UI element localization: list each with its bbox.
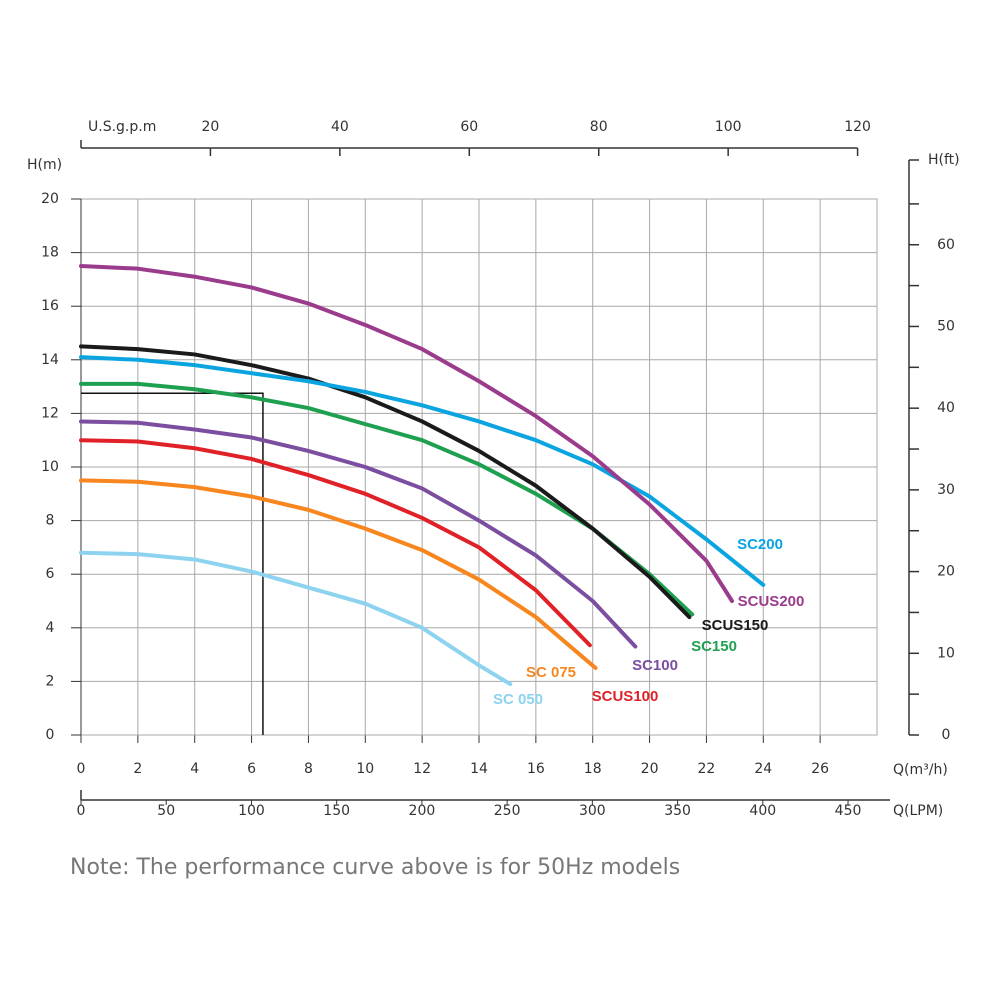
y2-tick-label: 30: [937, 482, 955, 498]
y-tick-label: 16: [41, 298, 59, 314]
x-tick-label: 12: [413, 761, 431, 777]
curve: [79, 550, 513, 687]
bottom-tick-label: 50: [157, 803, 175, 819]
top-axis-label: U.S.g.p.m: [88, 119, 156, 135]
y-tick-label: 2: [46, 673, 55, 689]
y-tick-label: 14: [41, 352, 59, 368]
x-tick-label: 16: [527, 761, 545, 777]
series-label: SCUS150: [702, 617, 769, 634]
bottom-tick-label: 450: [835, 803, 862, 819]
bottom-tick-label: 400: [749, 803, 776, 819]
y-tick-label: 8: [46, 513, 55, 529]
y2-tick-label: 60: [937, 237, 955, 253]
y-tick-label: 0: [46, 727, 55, 743]
x-tick-label: 24: [754, 761, 772, 777]
curve: [79, 355, 766, 587]
x-tick-label: 0: [77, 761, 86, 777]
x-axis-label: Q(m³/h): [893, 762, 948, 778]
curve: [79, 344, 692, 620]
bottom-tick-label: 350: [664, 803, 691, 819]
series-label: SCUS100: [592, 688, 659, 705]
bottom-tick-label: 100: [238, 803, 265, 819]
series-label: SC150: [691, 638, 737, 655]
x-tick-label: 26: [811, 761, 829, 777]
y-tick-label: 20: [41, 191, 59, 207]
x-tick-label: 18: [584, 761, 602, 777]
x-tick-label: 14: [470, 761, 488, 777]
y-tick-label: 6: [46, 566, 55, 582]
x-tick-label: 4: [190, 761, 199, 777]
series-label: SC100: [632, 657, 678, 674]
top-tick-label: 20: [202, 119, 220, 135]
top-tick-label: 60: [460, 119, 478, 135]
top-tick-label: 120: [844, 119, 871, 135]
bottom-tick-label: 250: [494, 803, 521, 819]
y-tick-label: 12: [41, 405, 59, 421]
y2-tick-label: 0: [942, 727, 951, 743]
y2-axis-label: H(ft): [928, 152, 960, 168]
x-tick-label: 6: [247, 761, 256, 777]
y-tick-label: 10: [41, 459, 59, 475]
y2-tick-label: 20: [937, 564, 955, 580]
y-tick-label: 18: [41, 245, 59, 261]
series-label: SC 075: [526, 664, 576, 681]
y2-tick-label: 10: [937, 645, 955, 661]
bottom-tick-label: 300: [579, 803, 606, 819]
curve: [79, 419, 638, 649]
bottom-tick-label: 0: [77, 803, 86, 819]
x-tick-label: 2: [133, 761, 142, 777]
bottom-tick-label: 200: [409, 803, 436, 819]
series-label: SC200: [737, 536, 783, 553]
x-tick-label: 10: [356, 761, 374, 777]
bottom-axis-label: Q(LPM): [893, 803, 943, 819]
y2-tick-label: 50: [937, 318, 955, 334]
x-tick-label: 22: [698, 761, 716, 777]
y-tick-label: 4: [46, 620, 55, 636]
series-label: SCUS200: [738, 593, 805, 610]
y2-tick-label: 40: [937, 400, 955, 416]
x-tick-label: 20: [641, 761, 659, 777]
reference-line: [81, 392, 264, 735]
x-tick-label: 8: [304, 761, 313, 777]
y-axis-label: H(m): [27, 157, 62, 173]
top-tick-label: 80: [590, 119, 608, 135]
top-tick-label: 40: [331, 119, 349, 135]
note: Note: The performance curve above is for…: [70, 855, 680, 880]
curve: [79, 438, 592, 648]
bottom-tick-label: 150: [323, 803, 350, 819]
curve: [79, 264, 735, 603]
curve: [79, 381, 695, 617]
top-tick-label: 100: [715, 119, 742, 135]
series-label: SC 050: [493, 691, 543, 708]
curve: [79, 478, 598, 670]
